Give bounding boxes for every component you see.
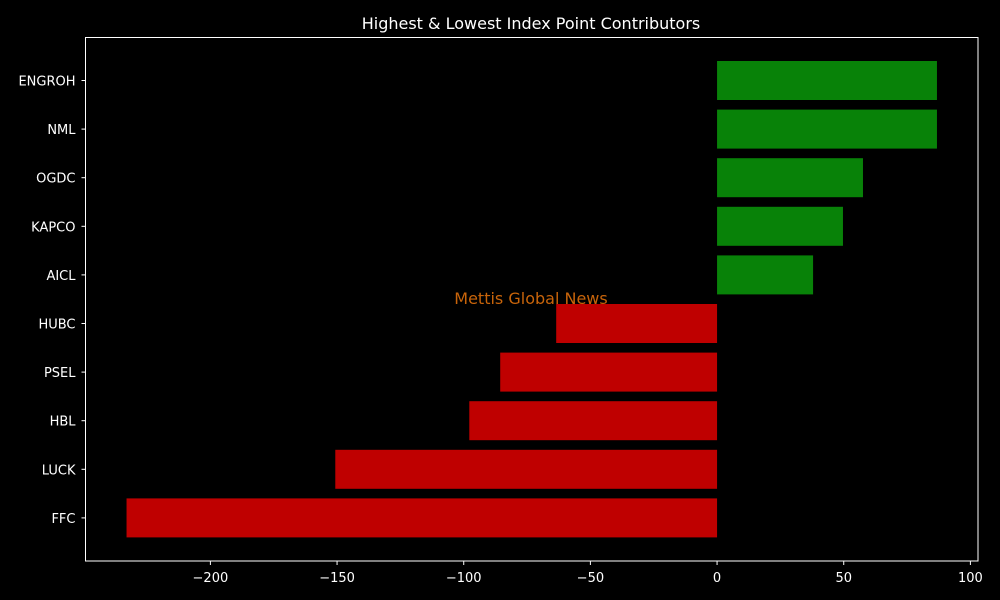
bar-ogdc <box>717 158 863 198</box>
y-tick-label: ENGROH <box>18 75 75 90</box>
x-tick-label: −200 <box>193 571 229 586</box>
y-tick-label: PSEL <box>44 366 76 381</box>
x-tick-label: 0 <box>713 571 721 586</box>
y-tick-label: OGDC <box>36 172 75 187</box>
bar-engroh <box>717 61 937 100</box>
bar-nml <box>717 109 937 149</box>
x-tick-label: −150 <box>319 571 355 586</box>
x-tick-label: −50 <box>577 571 604 586</box>
bar-hubc <box>556 304 718 343</box>
y-tick-label: AICL <box>46 269 76 284</box>
bar-ffc <box>126 498 718 538</box>
x-tick-label: 50 <box>835 571 852 586</box>
y-tick-label: LUCK <box>42 463 76 478</box>
plot-frame <box>85 37 979 562</box>
bar-aicl <box>717 255 814 295</box>
bar-kapco <box>717 206 843 246</box>
chart-title: Highest & Lowest Index Point Contributor… <box>362 14 701 33</box>
y-tick-label: NML <box>47 123 76 138</box>
y-tick-label: HBL <box>50 415 77 430</box>
bar-hbl <box>469 401 718 441</box>
watermark: Mettis Global News <box>454 289 607 308</box>
y-tick-label: HUBC <box>38 318 75 333</box>
y-tick-label: FFC <box>51 512 75 527</box>
y-tick-label: KAPCO <box>31 220 75 235</box>
x-tick-label: 100 <box>958 571 983 586</box>
bar-psel <box>500 352 718 392</box>
bar-luck <box>335 449 718 489</box>
x-tick-label: −100 <box>446 571 482 586</box>
